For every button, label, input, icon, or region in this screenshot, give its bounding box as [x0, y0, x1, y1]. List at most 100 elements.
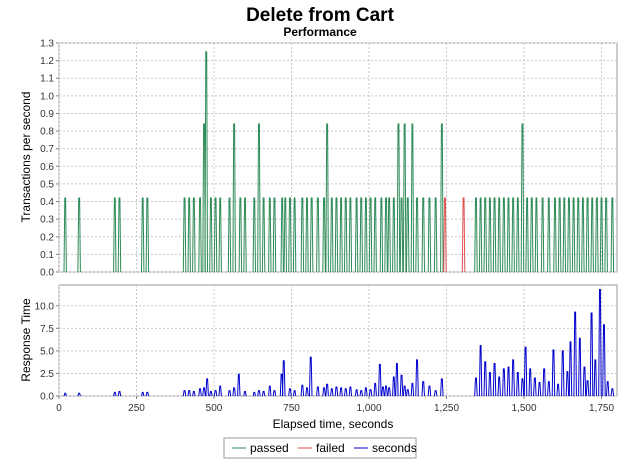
series-seconds-spike [492, 363, 497, 397]
y-tick-label: 7.5 [40, 324, 54, 335]
series-passed-spike [571, 197, 576, 273]
chart-title: Delete from Cart [246, 5, 394, 26]
series-seconds-spike [268, 385, 272, 397]
y-tick-label: 0.8 [40, 127, 54, 138]
series-seconds-spike [502, 368, 506, 397]
series-passed-spike [257, 123, 261, 273]
series-seconds-spike [602, 324, 606, 397]
series-passed-spike [392, 197, 396, 273]
x-tick-label: 1,750 [589, 403, 614, 414]
series-passed-spike [488, 197, 492, 273]
series-passed-spike [204, 51, 208, 273]
series-passed-spike [410, 123, 415, 273]
series-passed-spike [379, 197, 384, 273]
series-seconds-spike [261, 391, 266, 397]
series-passed-spike [433, 197, 438, 273]
series-seconds-spike [227, 390, 232, 397]
x-tick-label: 1,500 [511, 403, 536, 414]
series-passed-spike [502, 197, 506, 273]
y-tick-label: 1.2 [40, 56, 54, 67]
series-seconds-spike [568, 341, 573, 397]
plot-area: 0.0 0.1 0.2 0.3 0.4 0.5 0.6 0.7 0.8 0.9 1.0 1.1 1.2 1… [35, 39, 618, 414]
series-seconds-spike [561, 350, 565, 397]
y-tick-label: 0.0 [40, 392, 54, 403]
series-seconds-spike [593, 359, 597, 397]
series-passed-spike [396, 123, 401, 273]
series-passed-spike [113, 197, 117, 273]
series-passed-spike [213, 197, 218, 273]
series-seconds-spike [542, 368, 546, 397]
legend: passed failed seconds [223, 437, 417, 459]
series-passed-spike [182, 197, 187, 273]
chart-subtitle: Performance [283, 25, 357, 39]
y-tick-label: 1.0 [40, 91, 54, 102]
series-seconds-spike [117, 391, 122, 397]
series-passed-spike [520, 123, 525, 273]
series-passed-spike [141, 197, 145, 273]
series-passed-spike [492, 197, 497, 273]
series-passed-spike [590, 197, 594, 273]
series-passed-spike [373, 197, 377, 273]
series-seconds-spike [381, 386, 385, 397]
series-seconds-spike [232, 387, 236, 397]
series-seconds-spike [373, 382, 377, 397]
series-passed-spike [406, 197, 410, 273]
series-seconds-spike [218, 385, 222, 397]
series-passed-spike [557, 197, 562, 273]
series-passed-spike [232, 123, 236, 273]
series-seconds-spike [410, 382, 415, 397]
series-failed-spike [461, 197, 466, 273]
y-axis-label-bottom: Response Time [19, 298, 33, 382]
series-passed-spike [604, 197, 608, 273]
series-seconds-spike [402, 385, 407, 397]
series-passed-spike [547, 197, 551, 273]
series-passed-spike [474, 197, 478, 273]
y-axis-label-top: Transactions per second [19, 92, 33, 223]
series-passed-spike [117, 197, 122, 273]
series-passed-spike [511, 197, 515, 273]
series-seconds-spike [520, 378, 525, 397]
series-passed-spike [506, 197, 511, 273]
series-seconds-spike [523, 346, 528, 397]
series-seconds-spike [582, 366, 587, 397]
series-seconds-spike [325, 383, 329, 397]
series-seconds-spike [497, 376, 501, 397]
series-seconds-spike [309, 356, 313, 397]
series-seconds-spike [257, 390, 261, 397]
series-seconds-spike [334, 386, 339, 397]
series-passed-spike [334, 197, 339, 273]
series-passed-spike [440, 123, 444, 273]
series-passed-spike [427, 197, 432, 273]
series-seconds-spike [368, 389, 373, 397]
series-passed-spike [359, 197, 363, 273]
series-passed-spike [415, 197, 419, 273]
series-passed-spike [534, 197, 539, 273]
series-passed-spike [261, 197, 266, 273]
series-seconds-spike [427, 385, 432, 397]
x-tick-label: 1,250 [434, 403, 459, 414]
y-tick-label: 0.4 [40, 197, 54, 208]
series-seconds-spike [606, 381, 610, 397]
series-seconds-spike [322, 387, 326, 397]
series-passed-spike [348, 197, 353, 273]
series-passed-spike [581, 197, 585, 273]
series-seconds-spike [272, 390, 277, 397]
series-passed-spike [330, 197, 334, 273]
series-seconds-spike [339, 387, 343, 397]
y-tick-label: 0.0 [40, 268, 54, 279]
series-seconds-spike [63, 392, 67, 397]
series-seconds-spike [547, 381, 551, 397]
series-seconds-spike [589, 312, 594, 397]
series-seconds-spike [205, 378, 209, 397]
series-seconds-spike [354, 389, 359, 397]
series-seconds-spike [344, 388, 348, 397]
series-passed-spike [63, 197, 67, 273]
legend-label-failed: failed [316, 441, 345, 455]
series-seconds-spike [395, 363, 399, 397]
series-seconds-spike [610, 388, 615, 397]
y-tick-label: 0.9 [40, 109, 54, 120]
series-seconds-spike [209, 391, 213, 397]
series-passed-spike [292, 197, 297, 273]
series-passed-spike [309, 197, 314, 273]
y-tick-label: 1.1 [40, 74, 54, 85]
